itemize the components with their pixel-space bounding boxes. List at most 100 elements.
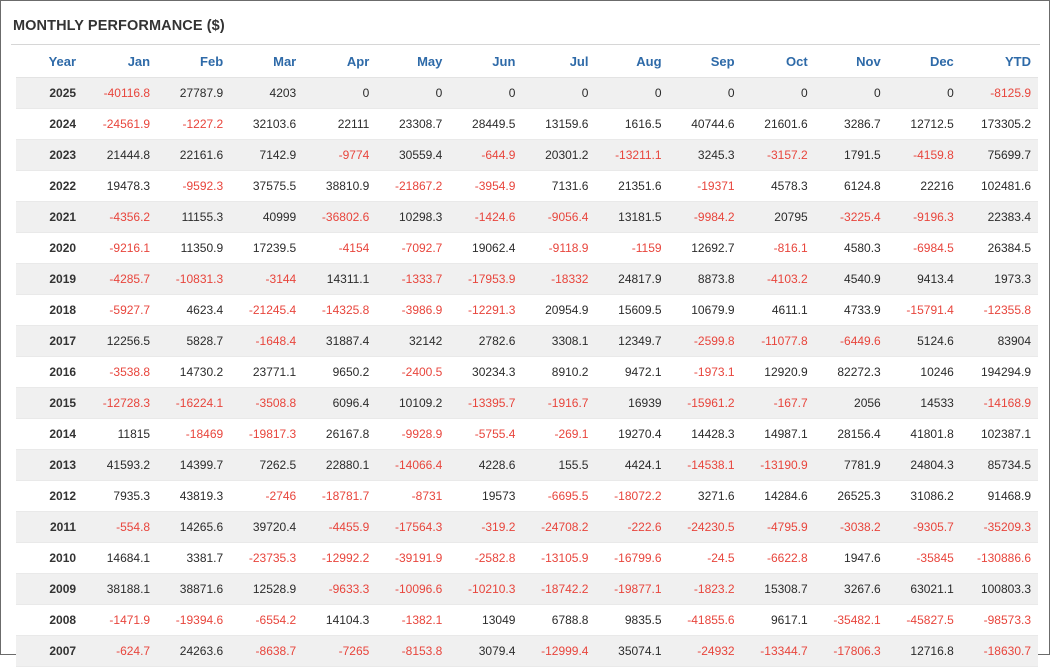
month-value-cell: -17564.3 — [376, 511, 450, 543]
month-value-cell: 12716.8 — [887, 635, 961, 667]
month-value-cell: 3245.3 — [668, 139, 742, 171]
month-value-cell: -35845 — [887, 542, 961, 574]
month-value-cell: 10246 — [887, 356, 961, 388]
year-cell: 2018 — [16, 294, 80, 326]
month-value-cell: -5927.7 — [79, 294, 158, 326]
month-value-cell: 27787.9 — [157, 77, 231, 109]
month-value-cell: 0 — [814, 77, 888, 109]
month-value-cell: -6695.5 — [522, 480, 596, 512]
month-value-cell: 31887.4 — [303, 325, 377, 357]
month-value-cell: -3038.2 — [814, 511, 888, 543]
month-value-cell: -1471.9 — [79, 604, 158, 636]
year-cell: 2024 — [16, 108, 80, 140]
ytd-cell: -14168.9 — [960, 387, 1038, 419]
month-value-cell: -8731 — [376, 480, 450, 512]
table-row: 2014 11815 -18469 -19817.3 26167.8 -9928.9 -57… — [16, 418, 1038, 450]
month-value-cell: 0 — [741, 77, 815, 109]
month-value-cell: -3986.9 — [376, 294, 450, 326]
month-value-cell: -24932 — [668, 635, 742, 667]
month-value-cell: 22161.6 — [157, 139, 231, 171]
year-cell: 2017 — [16, 325, 80, 357]
month-value-cell: -4154 — [303, 232, 377, 264]
month-value-cell: 21351.6 — [595, 170, 669, 202]
month-value-cell: 14987.1 — [741, 418, 815, 450]
month-value-cell: -10210.3 — [449, 573, 523, 605]
month-value-cell: 39720.4 — [230, 511, 304, 543]
month-value-cell: 14104.3 — [303, 604, 377, 636]
month-value-cell: 10109.2 — [376, 387, 450, 419]
month-value-cell: 155.5 — [522, 449, 596, 481]
month-value-cell: -3508.8 — [230, 387, 304, 419]
column-header-dec: Dec — [887, 46, 961, 78]
month-value-cell: 9413.4 — [887, 263, 961, 295]
ytd-cell: 22383.4 — [960, 201, 1038, 233]
month-value-cell: 31086.2 — [887, 480, 961, 512]
month-value-cell: -1159 — [595, 232, 669, 264]
month-value-cell: 12712.5 — [887, 108, 961, 140]
month-value-cell: -12728.3 — [79, 387, 158, 419]
month-value-cell: -14066.4 — [376, 449, 450, 481]
month-value-cell: 4228.6 — [449, 449, 523, 481]
month-value-cell: -9774 — [303, 139, 377, 171]
month-value-cell: 7142.9 — [230, 139, 304, 171]
month-value-cell: 0 — [522, 77, 596, 109]
month-value-cell: -816.1 — [741, 232, 815, 264]
month-value-cell: 37575.5 — [230, 170, 304, 202]
month-value-cell: 23308.7 — [376, 108, 450, 140]
month-value-cell: 11155.3 — [157, 201, 231, 233]
month-value-cell: 4611.1 — [741, 294, 815, 326]
month-value-cell: 14265.6 — [157, 511, 231, 543]
column-header-oct: Oct — [741, 46, 815, 78]
month-value-cell: -17806.3 — [814, 635, 888, 667]
month-value-cell: 13159.6 — [522, 108, 596, 140]
month-value-cell: 19270.4 — [595, 418, 669, 450]
table-body: 2025 -40116.8 27787.9 4203 0 0 0 0 0 0 0 0 0 -8125.9 2… — [16, 77, 1038, 667]
month-value-cell: 1791.5 — [814, 139, 888, 171]
month-value-cell: 4733.9 — [814, 294, 888, 326]
table-row: 2018 -5927.7 4623.4 -21245.4 -14325.8 -3986.9… — [16, 294, 1038, 326]
month-value-cell: -21245.4 — [230, 294, 304, 326]
month-value-cell: -12291.3 — [449, 294, 523, 326]
month-value-cell: 20954.9 — [522, 294, 596, 326]
month-value-cell: 12349.7 — [595, 325, 669, 357]
month-value-cell: -5755.4 — [449, 418, 523, 450]
month-value-cell: 30559.4 — [376, 139, 450, 171]
month-value-cell: 21601.6 — [741, 108, 815, 140]
month-value-cell: -319.2 — [449, 511, 523, 543]
month-value-cell: 16939 — [595, 387, 669, 419]
month-value-cell: 11815 — [79, 418, 158, 450]
month-value-cell: -9928.9 — [376, 418, 450, 450]
year-cell: 2023 — [16, 139, 80, 171]
month-value-cell: 2782.6 — [449, 325, 523, 357]
month-value-cell: -24230.5 — [668, 511, 742, 543]
month-value-cell: 13181.5 — [595, 201, 669, 233]
month-value-cell: 22216 — [887, 170, 961, 202]
month-value-cell: -7092.7 — [376, 232, 450, 264]
month-value-cell: 24804.3 — [887, 449, 961, 481]
table-row: 2011 -554.8 14265.6 39720.4 -4455.9 -17564.3-… — [16, 511, 1038, 543]
year-cell: 2016 — [16, 356, 80, 388]
month-value-cell: 38188.1 — [79, 573, 158, 605]
month-value-cell: -2582.8 — [449, 542, 523, 574]
month-value-cell: -18469 — [157, 418, 231, 450]
month-value-cell: 3286.7 — [814, 108, 888, 140]
month-value-cell: -4356.2 — [79, 201, 158, 233]
month-value-cell: 4578.3 — [741, 170, 815, 202]
month-value-cell: 12256.5 — [79, 325, 158, 357]
month-value-cell: -644.9 — [449, 139, 523, 171]
month-value-cell: 8910.2 — [522, 356, 596, 388]
month-value-cell: -16799.6 — [595, 542, 669, 574]
ytd-cell: 26384.5 — [960, 232, 1038, 264]
month-value-cell: 9835.5 — [595, 604, 669, 636]
ytd-cell: 102387.1 — [960, 418, 1038, 450]
month-value-cell: 20301.2 — [522, 139, 596, 171]
month-value-cell: -35482.1 — [814, 604, 888, 636]
table-row: 2023 21444.8 22161.6 7142.9 -9774 30559.4 -644… — [16, 139, 1038, 171]
month-value-cell: 14684.1 — [79, 542, 158, 574]
month-value-cell: -12992.2 — [303, 542, 377, 574]
ytd-cell: 83904 — [960, 325, 1038, 357]
month-value-cell: 21444.8 — [79, 139, 158, 171]
month-value-cell: -6449.6 — [814, 325, 888, 357]
month-value-cell: 14399.7 — [157, 449, 231, 481]
